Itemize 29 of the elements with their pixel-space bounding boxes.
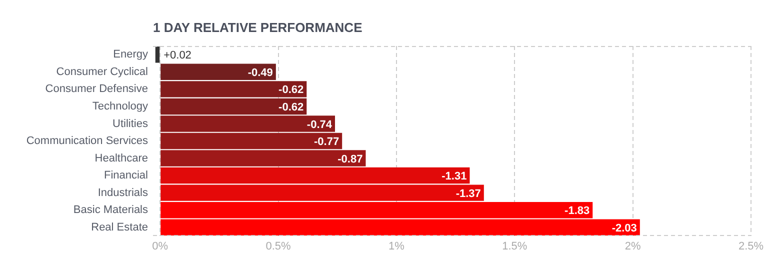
data-label: -0.62	[278, 101, 304, 114]
chart-title: 1 DAY RELATIVE PERFORMANCE	[153, 20, 363, 35]
x-tick-label: 0.5%	[266, 240, 292, 253]
data-label: -1.83	[564, 205, 590, 218]
data-label: -1.37	[456, 188, 481, 200]
x-tick-label: 1%	[388, 240, 405, 253]
y-tick-label: Basic Materials	[73, 204, 148, 216]
y-tick-label: Financial	[104, 170, 148, 182]
x-tick-label: 2.5%	[738, 240, 764, 253]
data-label: -0.62	[278, 84, 304, 96]
data-label: +0.02	[164, 50, 192, 62]
y-tick-label: Consumer Defensive	[45, 83, 148, 96]
y-tick-label: Real Estate	[91, 221, 148, 234]
y-tick-label: Technology	[92, 100, 148, 112]
y-tick-label: Consumer Cyclical	[56, 66, 148, 78]
y-tick-label: Communication Services	[26, 135, 148, 148]
x-tick-label: 1.5%	[502, 240, 528, 253]
x-tick-label: 2%	[624, 240, 641, 253]
data-label: -0.74	[306, 118, 333, 131]
y-tick-label: Energy	[113, 48, 148, 61]
data-label: -0.87	[338, 153, 363, 166]
data-label: -0.77	[314, 136, 340, 148]
data-label: -0.49	[248, 66, 273, 79]
y-tick-label: Healthcare	[94, 152, 148, 164]
y-tick-label: Industrials	[98, 186, 148, 199]
y-tick-label: Utilities	[112, 118, 148, 130]
x-tick-label: 0%	[152, 240, 168, 253]
data-label: -1.31	[442, 170, 467, 183]
data-label: -2.03	[612, 222, 637, 234]
